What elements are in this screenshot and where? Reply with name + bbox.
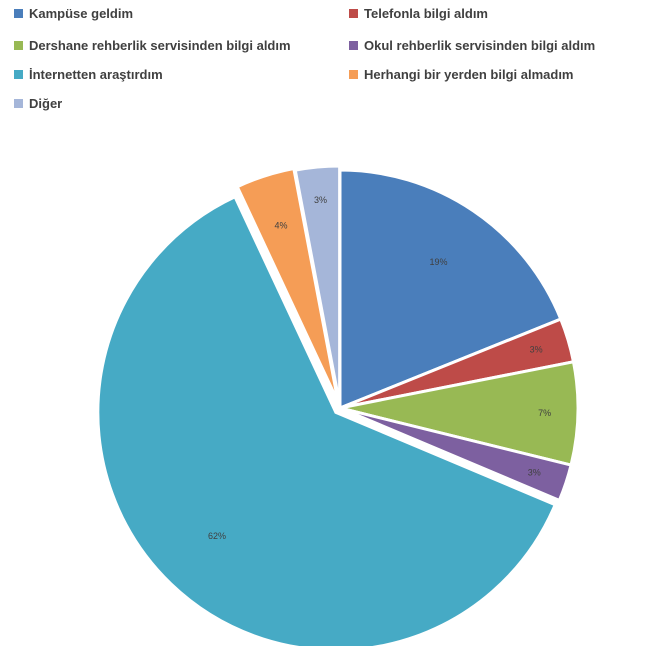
pie-slice <box>339 406 573 503</box>
legend-swatch <box>349 9 358 18</box>
pie-slice <box>339 360 580 467</box>
legend-item-internetten-arastirdim: İnternetten araştırdım <box>14 67 163 82</box>
slice-value-label: 3% <box>314 195 327 205</box>
pie-slice <box>293 164 342 405</box>
legend-item-telefonla-bilgi-aldim: Telefonla bilgi aldım <box>349 6 488 21</box>
pie-chart: 19% 3% 7% 3% 62% 4% 3% <box>96 164 580 651</box>
legend-label: İnternetten araştırdım <box>29 67 163 82</box>
legend-label: Okul rehberlik servisinden bilgi aldım <box>364 38 596 53</box>
legend-swatch <box>14 9 23 18</box>
legend-item-diger: Diğer <box>14 96 62 111</box>
legend: Kampüse geldim Telefonla bilgi aldım Der… <box>14 6 644 116</box>
legend-label: Dershane rehberlik servisinden bilgi ald… <box>29 38 291 53</box>
legend-swatch <box>14 41 23 50</box>
legend-label: Herhangi bir yerden bilgi almadım <box>364 67 574 82</box>
legend-swatch <box>14 70 23 79</box>
legend-swatch <box>349 70 358 79</box>
legend-item-kampuse-geldim: Kampüse geldim <box>14 6 133 21</box>
pie-slice <box>235 166 340 403</box>
legend-label: Diğer <box>29 96 63 111</box>
legend-item-herhangi-bir-yerden: Herhangi bir yerden bilgi almadım <box>349 67 574 82</box>
slice-value-label: 62% <box>208 531 226 541</box>
slice-value-label: 3% <box>530 345 543 355</box>
legend-label: Kampüse geldim <box>29 6 134 21</box>
pie-slice <box>96 194 558 651</box>
slice-value-label: 19% <box>430 257 448 267</box>
slice-value-label: 3% <box>528 467 541 477</box>
legend-swatch <box>349 41 358 50</box>
legend-label: Telefonla bilgi aldım <box>364 6 488 21</box>
legend-item-dershane-rehberlik: Dershane rehberlik servisinden bilgi ald… <box>14 38 291 53</box>
pie-chart-area: 19% 3% 7% 3% 62% 4% 3% <box>0 120 651 651</box>
legend-swatch <box>14 99 23 108</box>
slice-value-label: 7% <box>538 408 551 418</box>
pie-slice <box>338 168 563 411</box>
slice-value-label: 4% <box>275 221 288 231</box>
legend-item-okul-rehberlik: Okul rehberlik servisinden bilgi aldım <box>349 38 595 53</box>
